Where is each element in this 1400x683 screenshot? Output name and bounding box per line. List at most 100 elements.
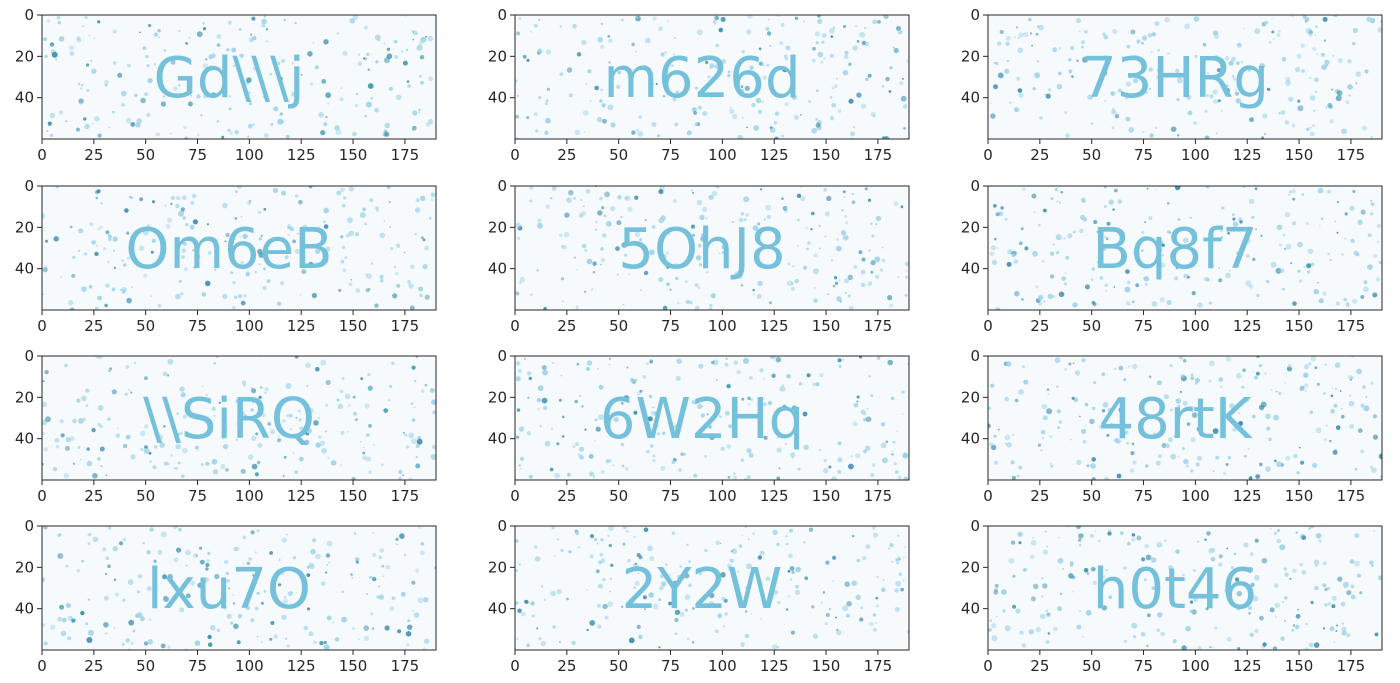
y-tick-label: 40 bbox=[961, 89, 980, 107]
noise-speckles bbox=[988, 356, 1382, 480]
x-tick-label: 100 bbox=[1181, 487, 1210, 505]
x-tick-label: 25 bbox=[557, 657, 576, 675]
captcha-panel: Om6eB 0 25 50 75 100 125 150 175 0 20 40 bbox=[15, 177, 437, 335]
captcha-panel: 6W2Hq 0 25 50 75 100 125 150 175 0 20 40 bbox=[488, 347, 910, 505]
y-tick-label: 20 bbox=[961, 558, 980, 576]
x-tick-label: 50 bbox=[1082, 317, 1101, 335]
noise-speckles bbox=[515, 356, 909, 480]
y-tick-label: 20 bbox=[488, 388, 507, 406]
captcha-text: Om6eB bbox=[125, 217, 332, 282]
x-tick-label: 150 bbox=[339, 146, 368, 164]
x-tick-label: 50 bbox=[609, 657, 628, 675]
x-tick-label: 100 bbox=[708, 317, 737, 335]
y-tick-label: 20 bbox=[15, 47, 34, 65]
x-tick-label: 25 bbox=[84, 146, 103, 164]
x-tick-label: 75 bbox=[1134, 487, 1153, 505]
y-tick-label: 40 bbox=[15, 600, 34, 618]
x-tick-label: 175 bbox=[391, 657, 420, 675]
captcha-text: m626d bbox=[604, 46, 801, 111]
x-tick-label: 100 bbox=[235, 487, 264, 505]
x-tick-label: 150 bbox=[339, 317, 368, 335]
x-tick-label: 75 bbox=[661, 657, 680, 675]
captcha-panel: \\SiRQ 0 25 50 75 100 125 150 175 0 20 40 bbox=[15, 347, 437, 505]
captcha-panel: Gd\\\j 0 25 50 75 100 125 150 175 0 20 40 bbox=[15, 6, 437, 164]
x-tick-label: 175 bbox=[864, 317, 893, 335]
panel-frame bbox=[41, 355, 437, 481]
panel-frame bbox=[987, 14, 1383, 140]
panel-background bbox=[515, 186, 909, 310]
x-tick-label: 150 bbox=[1285, 317, 1314, 335]
x-tick-label: 100 bbox=[708, 487, 737, 505]
noise-speckles bbox=[43, 15, 434, 139]
x-tick-label: 0 bbox=[510, 317, 520, 335]
x-tick-label: 100 bbox=[1181, 146, 1210, 164]
y-tick-label: 0 bbox=[497, 517, 507, 535]
x-tick-label: 0 bbox=[983, 657, 993, 675]
x-tick-label: 125 bbox=[1233, 317, 1262, 335]
noise-speckles bbox=[988, 526, 1382, 650]
x-tick-label: 75 bbox=[1134, 317, 1153, 335]
x-tick-label: 25 bbox=[84, 657, 103, 675]
noise-speckles bbox=[515, 15, 909, 139]
x-tick-label: 175 bbox=[391, 487, 420, 505]
y-tick-label: 20 bbox=[15, 558, 34, 576]
y-tick-label: 40 bbox=[15, 89, 34, 107]
captcha-panel: lxu7O 0 25 50 75 100 125 150 175 0 20 40 bbox=[15, 517, 437, 675]
x-tick-label: 0 bbox=[983, 487, 993, 505]
panel-background bbox=[515, 526, 909, 650]
captcha-text: Bq8f7 bbox=[1093, 217, 1258, 282]
x-tick-label: 0 bbox=[37, 657, 47, 675]
panel-frame bbox=[41, 525, 437, 651]
captcha-panel: 48rtK 0 25 50 75 100 125 150 175 0 20 40 bbox=[961, 347, 1383, 505]
captcha-panel: 73HRg 0 25 50 75 100 125 150 175 0 20 40 bbox=[961, 6, 1383, 164]
y-tick-label: 20 bbox=[488, 218, 507, 236]
x-tick-label: 175 bbox=[1337, 657, 1366, 675]
y-tick-label: 40 bbox=[961, 260, 980, 278]
x-tick-label: 125 bbox=[287, 487, 316, 505]
x-tick-label: 175 bbox=[391, 317, 420, 335]
captcha-panel: h0t46 0 25 50 75 100 125 150 175 0 20 40 bbox=[961, 517, 1383, 675]
panel-frame bbox=[514, 185, 910, 311]
x-tick-label: 0 bbox=[510, 146, 520, 164]
captcha-text: 73HRg bbox=[1081, 46, 1269, 111]
x-tick-label: 100 bbox=[235, 146, 264, 164]
y-tick-label: 40 bbox=[488, 89, 507, 107]
noise-speckles bbox=[515, 526, 909, 650]
x-tick-label: 150 bbox=[1285, 146, 1314, 164]
x-tick-label: 175 bbox=[864, 487, 893, 505]
x-tick-label: 50 bbox=[609, 146, 628, 164]
x-tick-label: 75 bbox=[188, 146, 207, 164]
panel-background bbox=[515, 15, 909, 139]
panel-frame bbox=[514, 525, 910, 651]
x-tick-label: 50 bbox=[1082, 657, 1101, 675]
x-tick-label: 75 bbox=[1134, 657, 1153, 675]
x-tick-label: 0 bbox=[510, 657, 520, 675]
x-tick-label: 175 bbox=[1337, 487, 1366, 505]
x-tick-label: 125 bbox=[760, 657, 789, 675]
y-tick-label: 20 bbox=[961, 47, 980, 65]
x-tick-label: 125 bbox=[1233, 657, 1262, 675]
y-tick-label: 40 bbox=[488, 430, 507, 448]
y-tick-label: 40 bbox=[488, 260, 507, 278]
x-tick-label: 25 bbox=[84, 317, 103, 335]
x-tick-label: 150 bbox=[812, 487, 841, 505]
y-tick-label: 40 bbox=[15, 260, 34, 278]
panel-background bbox=[42, 526, 436, 650]
x-tick-label: 25 bbox=[557, 317, 576, 335]
x-tick-label: 25 bbox=[557, 487, 576, 505]
noise-speckles bbox=[989, 15, 1382, 139]
panel-frame bbox=[41, 185, 437, 311]
captcha-text: 6W2Hq bbox=[600, 387, 804, 452]
x-tick-label: 150 bbox=[339, 657, 368, 675]
captcha-text: 5OhJ8 bbox=[618, 217, 785, 282]
x-tick-label: 75 bbox=[661, 317, 680, 335]
x-tick-label: 125 bbox=[760, 146, 789, 164]
x-tick-label: 175 bbox=[864, 146, 893, 164]
x-tick-label: 50 bbox=[136, 146, 155, 164]
y-tick-label: 20 bbox=[15, 218, 34, 236]
x-tick-label: 100 bbox=[708, 146, 737, 164]
x-tick-label: 175 bbox=[1337, 146, 1366, 164]
y-tick-label: 0 bbox=[24, 517, 34, 535]
y-tick-label: 0 bbox=[970, 6, 980, 24]
